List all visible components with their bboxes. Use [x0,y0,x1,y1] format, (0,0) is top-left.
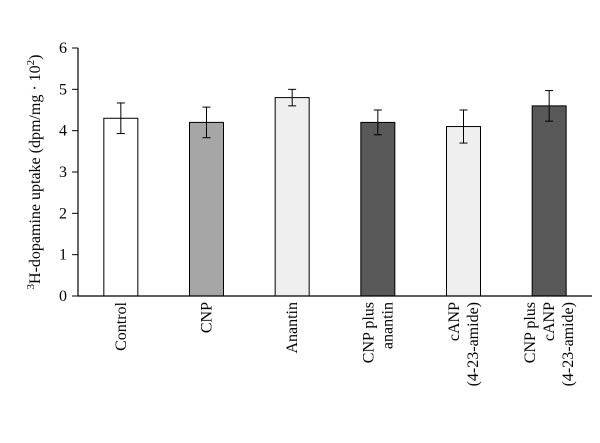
error-bar [373,109,382,136]
bar [274,97,310,297]
y-axis-label-main: H-dopamine uptake (dpm/mg · 10 [27,65,44,284]
y-tick-label: 0 [59,288,67,305]
bar [446,126,481,297]
y-tick-label: 5 [59,81,67,98]
bar [189,121,224,297]
y-axis-label-superscript: 3 [25,283,37,289]
x-tick-label: (4-23-amide) [465,302,482,386]
x-tick-label: cANP [446,302,463,341]
x-tick-label: Anantin [284,302,301,354]
x-tick-label: CNP [199,302,216,333]
axes [77,48,592,297]
x-tick-label: Control [113,301,130,350]
bar [360,121,396,297]
y-tick-label: 6 [59,40,67,57]
error-bar [202,106,211,139]
y-tick-label: 3 [59,164,67,181]
bars [103,97,567,297]
y-tick-label: 2 [59,205,67,222]
error-bars [116,88,554,144]
y-axis-label: 3H-dopamine uptake (dpm/mg · 102) [25,55,44,290]
y-tick-label: 1 [59,247,67,264]
x-tick-label: (4-23-amide) [560,302,577,386]
x-tick-label: anantin [379,302,396,349]
x-axis-labels: Control CNP Anantin CNP plus anantin cANP (4-2… [113,301,577,386]
y-axis-ticks: 0 1 2 3 4 5 6 [59,40,78,305]
error-bar [545,90,554,122]
x-tick-label: CNP plus [522,302,539,363]
y-tick-label: 4 [59,123,67,140]
y-axis-label-close: ) [27,55,44,60]
error-bar [288,88,297,107]
y-axis-label-power: 2 [25,60,37,66]
error-bar [116,102,125,135]
x-tick-label: CNP plus [360,302,377,363]
x-tick-label: cANP [541,302,558,341]
bar [531,105,567,297]
bar [103,117,139,297]
svg-text:3H-dopamine uptake (dpm/mg · 1: 3H-dopamine uptake (dpm/mg · 102) [25,55,44,290]
error-bar [459,109,468,144]
